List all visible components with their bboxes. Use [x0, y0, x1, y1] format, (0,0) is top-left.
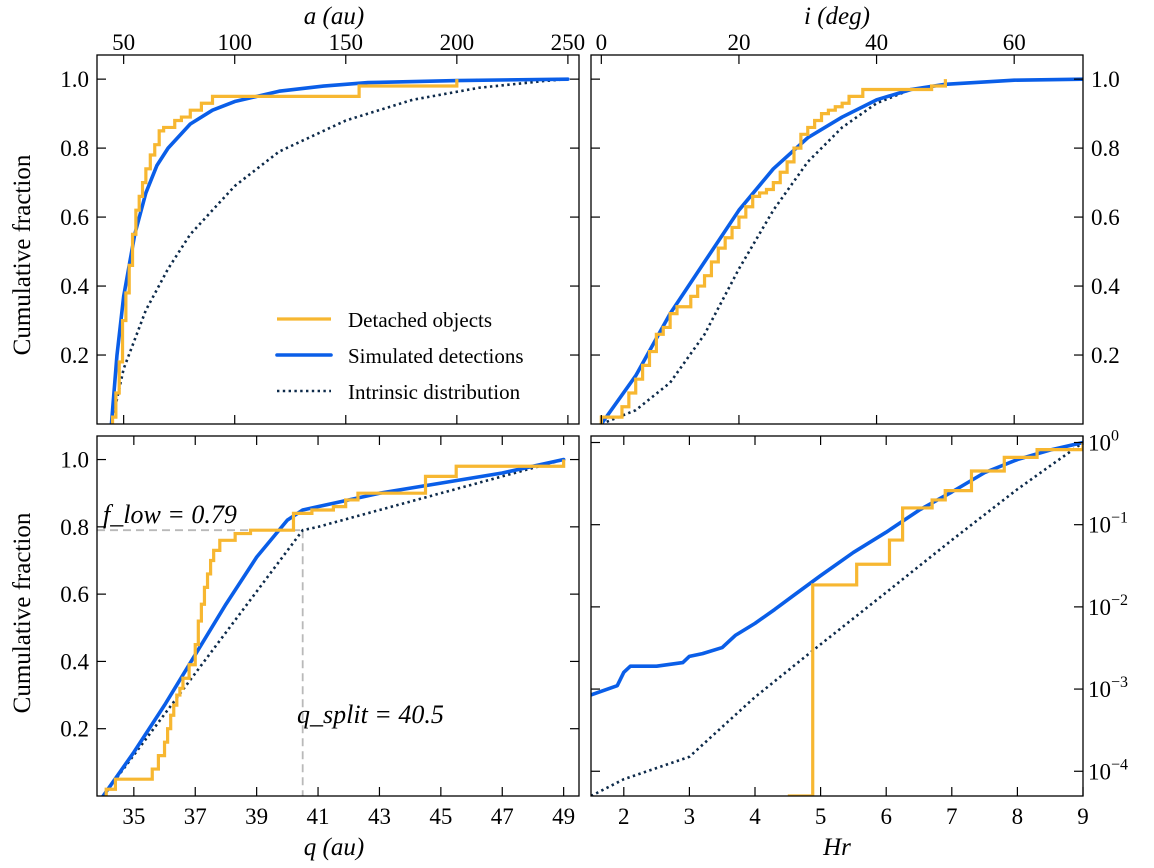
series-intrinsic-bottom-right: [591, 441, 1083, 796]
panel-top-right: 0 20 40 60 0.2 0.4 0.6 0.8 1.0: [590, 30, 1120, 425]
x-tick-label-bottom-left: 47: [491, 804, 514, 829]
y-tick-label-bottom-left: 0.8: [60, 515, 89, 540]
series-simulated-bottom-right: [591, 440, 1083, 697]
series-detached-bottom-right: [787, 442, 1083, 796]
x-tick-label-top-right: 60: [1003, 30, 1026, 55]
bottom-right-xlabel: Hr: [822, 834, 851, 861]
x-tick-label-top-left: 200: [440, 30, 475, 55]
y-tick-label-bottom-left: 0.2: [60, 717, 89, 742]
y-tick-label-top-right: 0.2: [1091, 343, 1120, 368]
series-intrinsic-bottom-left: [102, 458, 564, 796]
y-tick-label-top-right: 0.8: [1091, 136, 1120, 161]
x-tick-label-top-left: 250: [551, 30, 586, 55]
x-tick-label-top-left: 50: [112, 30, 135, 55]
series-intrinsic-top-left: [110, 77, 568, 424]
y-tick-label-bottom-right: 100: [1088, 428, 1119, 456]
x-tick-label-bottom-right: 2: [618, 804, 630, 829]
panel-top-left: 50 100 150 200 250 0.2 0.4 0.6 0.8 1.0: [60, 30, 586, 425]
x-tick-label-bottom-right: 4: [749, 804, 761, 829]
series-detached-top-right: [599, 79, 947, 424]
y-tick-label-bottom-right: 10−4: [1088, 756, 1128, 784]
x-tick-label-bottom-left: 43: [368, 804, 391, 829]
x-tick-label-bottom-right: 8: [1012, 804, 1024, 829]
axes-frame-bottom-left: [96, 435, 580, 797]
y-tick-label-bottom-left: 1.0: [60, 448, 89, 473]
axes-frame-top-right: [590, 54, 1084, 425]
top-right-xlabel: i (deg): [804, 3, 870, 30]
y-tick-label-top-left: 1.0: [60, 67, 89, 92]
series-simulated-top-left: [109, 77, 570, 424]
top-left-ylabel: Cumulative fraction: [9, 154, 36, 355]
panel-bottom-right: 2 3 4 5 6 7 8 9 100 10−1 10−2 10−3 10−4: [590, 428, 1128, 829]
bottom-left-ylabel: Cumulative fraction: [9, 512, 36, 713]
x-tick-label-top-right: 20: [727, 30, 750, 55]
y-tick-label-bottom-left: 0.6: [60, 582, 89, 607]
y-tick-label-top-left: 0.4: [60, 274, 89, 299]
plot-area-bottom-left: [97, 457, 566, 796]
legend-label-detached: Detached objects: [348, 308, 492, 332]
y-tick-label-top-left: 0.6: [60, 205, 89, 230]
x-tick-label-top-left: 100: [217, 30, 252, 55]
y-tick-label-top-left: 0.2: [60, 343, 89, 368]
bottom-left-xlabel: q (au): [304, 834, 364, 861]
x-tick-label-top-right: 0: [596, 30, 608, 55]
series-simulated-bottom-left: [101, 457, 566, 796]
series-detached-bottom-left: [104, 459, 566, 796]
y-tick-label-top-right: 0.6: [1091, 205, 1120, 230]
series-detached-top-left: [110, 79, 459, 424]
axes-frame-top-left: [96, 54, 580, 425]
panel-bottom-left: 35 37 39 41 43 45 47 49 0.2 0.4 0.6 0.8 1.0 f_low = 0…: [60, 435, 580, 829]
x-tick-label-bottom-left: 49: [552, 804, 575, 829]
plot-area-top-right: [599, 77, 1083, 424]
legend-label-intrinsic: Intrinsic distribution: [348, 380, 521, 404]
q-split-annotation: q_split = 40.5: [297, 700, 444, 729]
y-tick-label-bottom-right: 10−3: [1088, 674, 1128, 702]
f-low-annotation: f_low = 0.79: [103, 500, 237, 529]
x-tick-label-bottom-left: 41: [307, 804, 330, 829]
x-tick-label-bottom-right: 3: [684, 804, 696, 829]
x-tick-label-bottom-left: 35: [122, 804, 145, 829]
x-tick-label-bottom-left: 37: [184, 804, 207, 829]
x-tick-label-bottom-right: 6: [880, 804, 892, 829]
x-tick-label-bottom-right: 5: [815, 804, 827, 829]
x-tick-label-bottom-right: 9: [1077, 804, 1089, 829]
axes-frame-bottom-right: [590, 435, 1084, 797]
series-simulated-top-right: [599, 77, 1083, 424]
x-tick-label-bottom-right: 7: [946, 804, 958, 829]
legend-label-simulated: Simulated detections: [348, 344, 524, 368]
y-tick-label-top-left: 0.8: [60, 136, 89, 161]
x-tick-label-bottom-left: 39: [245, 804, 268, 829]
top-left-xlabel: a (au): [304, 3, 364, 30]
x-tick-label-bottom-left: 45: [429, 804, 452, 829]
plot-area-bottom-right: [591, 440, 1083, 796]
x-tick-label-top-left: 150: [329, 30, 364, 55]
series-intrinsic-top-right: [600, 77, 1083, 424]
y-tick-label-bottom-left: 0.4: [60, 649, 89, 674]
plot-area-top-left: [109, 77, 570, 424]
y-tick-label-top-right: 0.4: [1091, 274, 1120, 299]
y-tick-label-top-right: 1.0: [1091, 67, 1120, 92]
y-tick-label-bottom-right: 10−2: [1088, 592, 1128, 620]
x-tick-label-top-right: 40: [865, 30, 888, 55]
y-tick-label-bottom-right: 10−1: [1088, 510, 1128, 538]
legend: Detached objects Simulated detections In…: [275, 308, 524, 404]
